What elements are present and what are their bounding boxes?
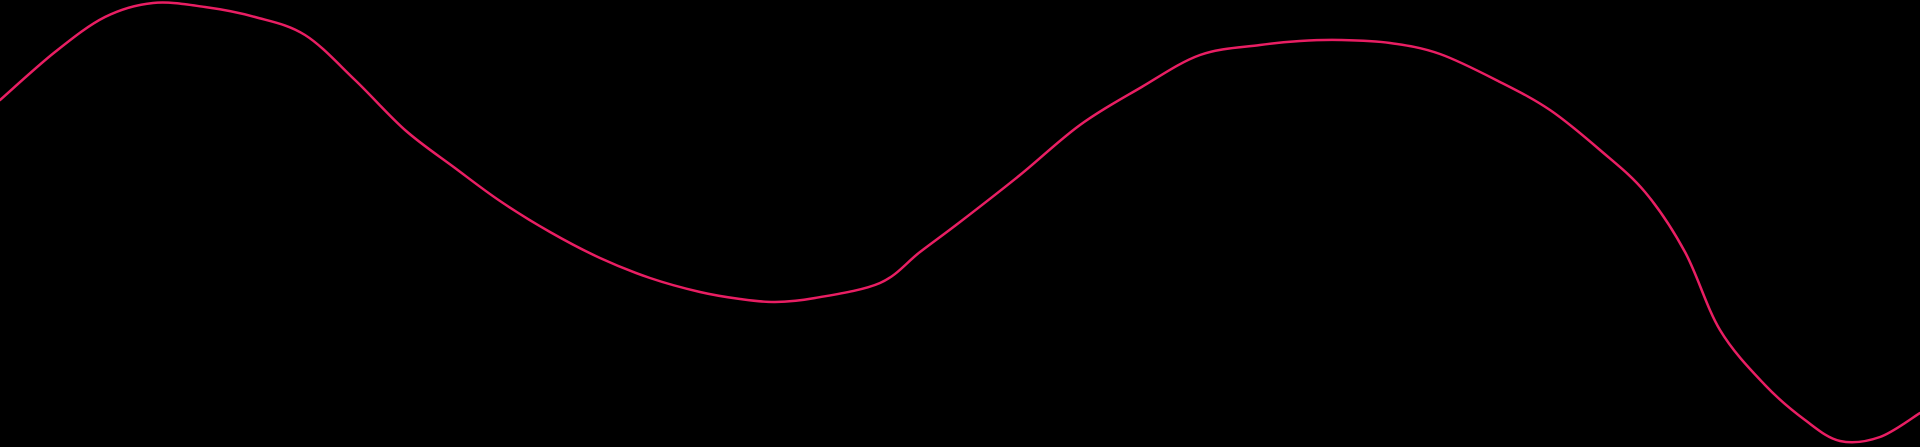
wave-chart-canvas — [0, 1, 1920, 444]
line-series-path — [0, 1, 1920, 444]
wave-chart-svg — [0, 1, 1920, 444]
